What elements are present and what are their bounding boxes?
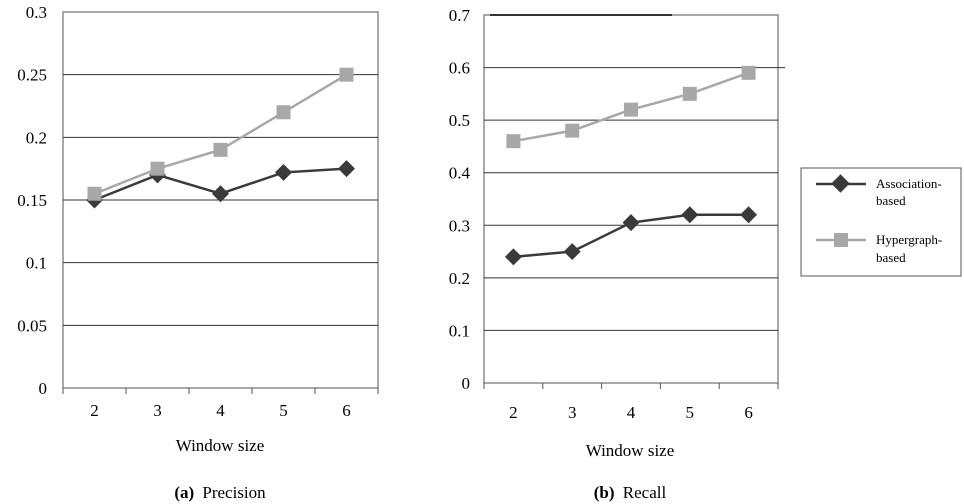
x-axis-label: Window size <box>586 441 675 460</box>
legend-marker-hypergraph <box>834 233 848 247</box>
y-tick-labels: 0 0.05 0.1 0.15 0.2 0.25 0.3 <box>17 3 47 398</box>
plot-area-frame <box>483 14 779 384</box>
data-point-hypergraph-based <box>682 86 697 101</box>
panel-caption: (a) Precision <box>174 483 266 502</box>
data-point-hypergraph-based <box>741 65 756 80</box>
precision-chart: 0 0.05 0.1 0.15 0.2 0.25 0.3 2 3 4 5 6 Window size… <box>17 3 379 502</box>
legend-item-hypergraph: Hypergraph- based <box>816 232 942 265</box>
data-point-hypergraph-based <box>624 102 638 117</box>
legend: Association- based Hypergraph- based <box>800 167 962 277</box>
recall-chart: 0 0.1 0.2 0.3 0.4 0.5 0.6 0.7 2 3 4 5 6 Window size… <box>449 6 785 502</box>
x-tick-labels: 2 3 4 5 6 <box>90 401 351 420</box>
data-point-association-based <box>275 163 292 181</box>
y-tick-label: 0.3 <box>449 216 470 235</box>
x-axis-label: Window size <box>176 436 265 455</box>
data-point-association-based <box>622 214 640 232</box>
y-tick-labels: 0 0.1 0.2 0.3 0.4 0.5 0.6 0.7 <box>449 6 471 393</box>
series-lines <box>504 65 758 266</box>
caption-label: (a) <box>174 483 194 502</box>
data-point-hypergraph-based <box>276 105 291 120</box>
x-tick-label: 4 <box>627 403 636 422</box>
legend-label-association-line1: Association- <box>876 176 942 191</box>
x-tick-label: 5 <box>279 401 288 420</box>
data-point-association-based <box>563 243 581 261</box>
x-tick-label: 2 <box>90 401 99 420</box>
x-tick-label: 2 <box>509 403 518 422</box>
legend-label-hypergraph-line2: based <box>876 250 906 265</box>
legend-frame <box>800 167 962 277</box>
data-point-hypergraph-based <box>339 67 354 82</box>
x-tick-label: 3 <box>568 403 577 422</box>
y-tick-label: 0.3 <box>26 3 47 22</box>
legend-label-hypergraph-line1: Hypergraph- <box>876 232 942 247</box>
x-tick-label: 6 <box>744 403 753 422</box>
caption-title: Recall <box>623 483 667 502</box>
data-point-association-based <box>338 160 355 178</box>
data-point-hypergraph-based <box>87 186 102 201</box>
data-point-association-based <box>681 206 699 224</box>
legend-item-association: Association- based <box>816 174 942 208</box>
legend-marker-association <box>831 174 850 193</box>
caption-label: (b) <box>594 483 615 502</box>
y-tick-label: 0.6 <box>449 59 470 78</box>
y-tick-label: 0.7 <box>449 6 471 25</box>
y-tick-label: 0.05 <box>17 316 47 335</box>
y-tick-label: 0.15 <box>17 191 47 210</box>
data-point-association-based <box>740 206 758 224</box>
x-tick-label: 4 <box>216 401 225 420</box>
data-point-hypergraph-based <box>213 142 228 157</box>
data-point-hypergraph-based <box>150 161 165 176</box>
y-tick-label: 0.2 <box>449 269 470 288</box>
x-tick-label: 6 <box>342 401 351 420</box>
y-tick-label: 0.1 <box>26 254 47 273</box>
x-tick-label: 3 <box>153 401 162 420</box>
y-tick-label: 0 <box>39 379 48 398</box>
data-point-association-based <box>212 185 229 203</box>
data-point-hypergraph-based <box>506 134 521 149</box>
y-tick-label: 0.5 <box>449 111 470 130</box>
y-tick-label: 0.4 <box>449 164 471 183</box>
y-tick-label: 0.2 <box>26 128 47 147</box>
legend-label-association-line2: based <box>876 193 906 208</box>
panel-caption: (b) Recall <box>594 483 667 502</box>
series-lines <box>86 67 355 209</box>
y-tick-label: 0 <box>462 374 471 393</box>
x-tick-label: 5 <box>686 403 695 422</box>
caption-title: Precision <box>202 483 266 502</box>
data-point-hypergraph-based <box>565 123 580 138</box>
gridlines <box>62 74 379 394</box>
x-tick-labels: 2 3 4 5 6 <box>509 403 753 422</box>
y-tick-label: 0.1 <box>449 321 470 340</box>
y-tick-label: 0.25 <box>17 66 47 85</box>
